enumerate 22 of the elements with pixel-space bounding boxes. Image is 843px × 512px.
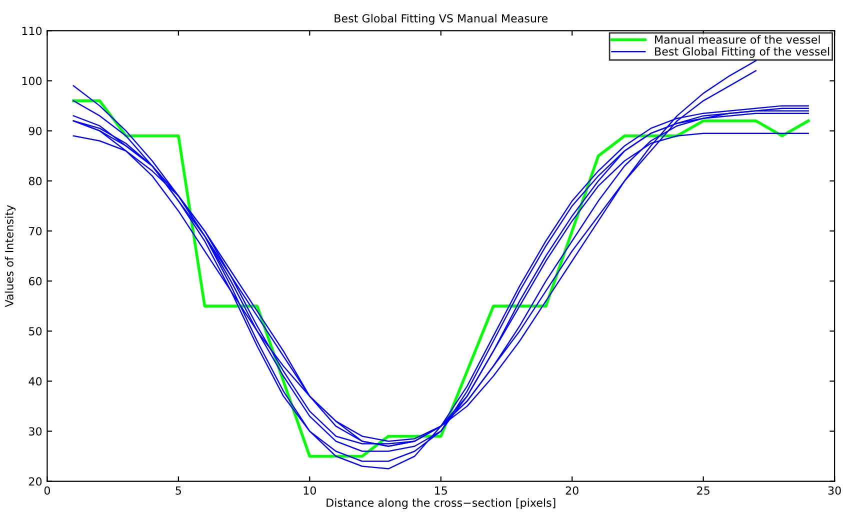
y-tick-label: 20 (29, 477, 42, 486)
y-tick-label: 100 (22, 76, 42, 86)
y-tick-label: 70 (29, 226, 42, 236)
y-tick-label: 90 (28, 126, 42, 136)
legend-label: Best Global Fitting of the vessel (655, 47, 830, 58)
y-axis-title: Values of Intensity (4, 205, 16, 308)
y-tick-label: 110 (22, 26, 42, 36)
x-tick-label: 10 (304, 486, 316, 495)
chart-title: Best Global Fitting VS Manual Measure (334, 14, 548, 25)
x-tick-label: 15 (435, 486, 447, 495)
y-tick-label: 50 (29, 327, 42, 336)
legend-label: Manual measure of the vessel (655, 35, 820, 44)
y-tick-label: 30 (29, 427, 42, 436)
y-tick-label: 80 (28, 176, 42, 186)
x-tick-label: 20 (566, 486, 578, 495)
x-tick-label: 5 (176, 486, 181, 495)
x-tick-label: 0 (44, 486, 50, 495)
x-tick-label: 25 (697, 486, 710, 495)
y-tick-label: 40 (28, 377, 42, 386)
x-tick-label: 30 (828, 486, 841, 495)
x-axis-title: Distance along the cross−section [pixels] (326, 498, 556, 510)
y-tick-label: 60 (28, 277, 42, 286)
